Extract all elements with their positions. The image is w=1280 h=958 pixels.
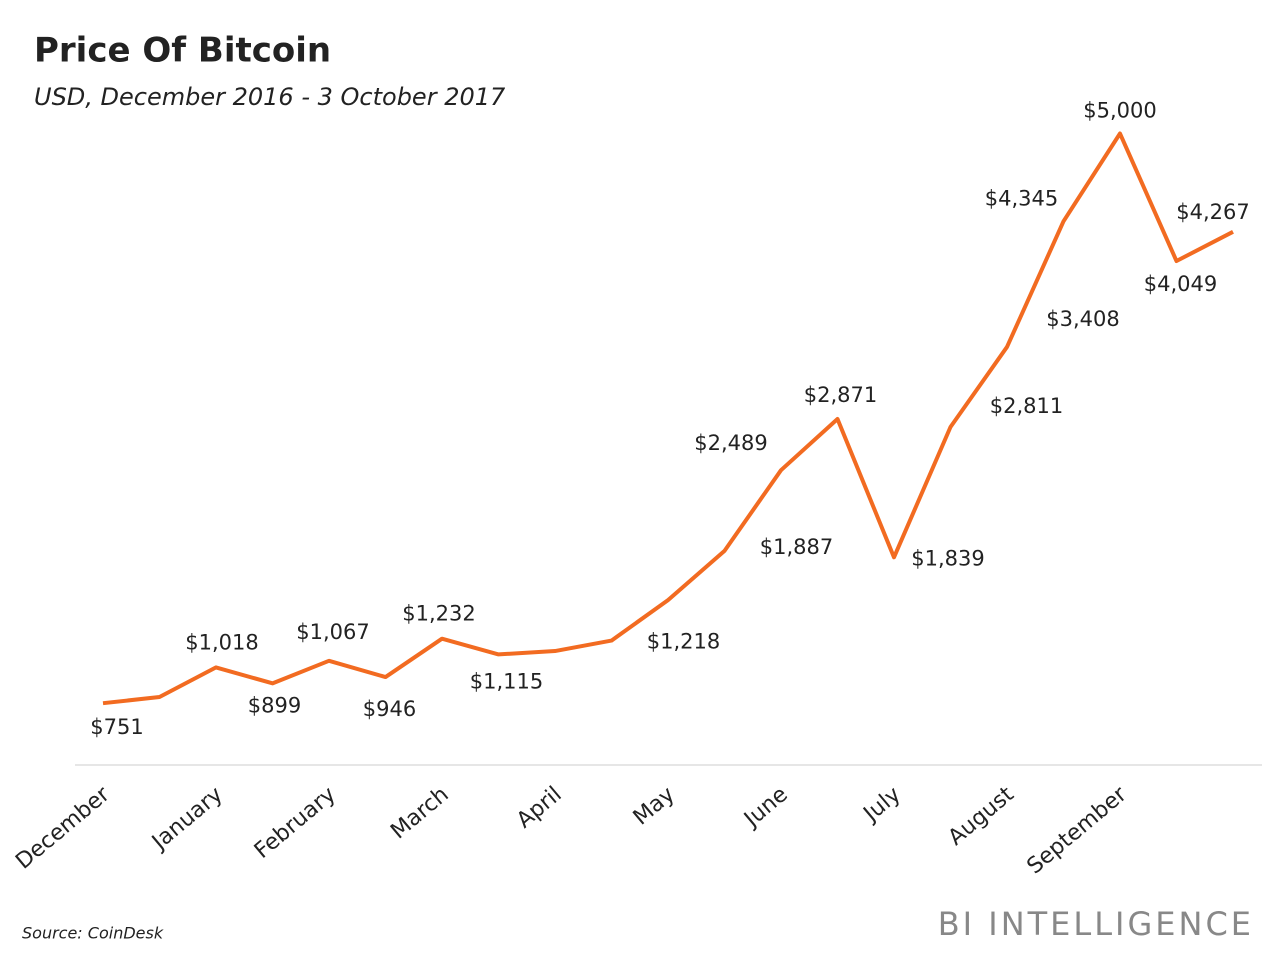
x-tick-label: March [386, 782, 453, 844]
value-label: $3,408 [1046, 307, 1119, 331]
chart-subtitle: USD, December 2016 - 3 October 2017 [34, 83, 506, 111]
source: Source: CoinDesk [22, 924, 164, 943]
x-tick-label: December [11, 781, 115, 874]
x-tick-label: July [858, 782, 906, 828]
value-label: $1,218 [647, 630, 720, 654]
brand: BI INTELLIGENCE [938, 905, 1254, 943]
value-label: $5,000 [1083, 99, 1156, 123]
value-label: $1,115 [470, 669, 543, 693]
value-label: $1,067 [296, 620, 369, 644]
value-label: $1,232 [402, 602, 475, 626]
chart-title: Price Of Bitcoin [34, 31, 331, 71]
x-tick-label: February [250, 782, 341, 864]
price-line [102, 131, 1234, 706]
value-label: $4,267 [1176, 200, 1249, 224]
value-label: $4,049 [1144, 272, 1217, 296]
x-tick-label: September [1022, 781, 1132, 879]
value-label: $1,018 [185, 630, 258, 654]
value-label: $751 [90, 715, 143, 739]
value-label: $946 [363, 697, 416, 721]
value-label: $1,839 [911, 546, 984, 570]
value-label: $2,811 [990, 394, 1063, 418]
x-tick-label: August [944, 782, 1019, 851]
value-label: $2,871 [804, 383, 877, 407]
x-tick-label: January [146, 782, 227, 856]
value-label: $2,489 [694, 431, 767, 455]
x-tick-label: June [738, 782, 792, 833]
x-tick-label: April [512, 782, 567, 833]
value-label: $1,887 [760, 535, 833, 559]
value-label: $899 [248, 693, 301, 717]
x-tick-label: May [629, 782, 680, 830]
value-label: $4,345 [985, 186, 1058, 210]
